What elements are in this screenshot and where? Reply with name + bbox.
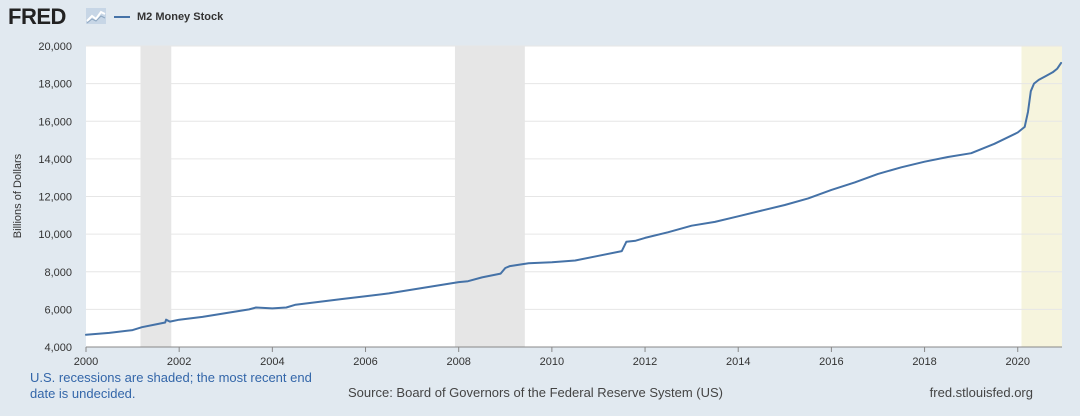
x-tick-label: 2004 <box>260 356 284 368</box>
x-tick-label: 2000 <box>74 356 98 368</box>
x-tick-label: 2016 <box>819 356 843 368</box>
y-tick-label: 6,000 <box>44 304 72 316</box>
line-chart[interactable]: 4,000 6,000 8,000 10,000 12,000 14,000 16,000 1… <box>0 0 1080 370</box>
y-axis-label: Billions of Dollars <box>12 153 24 238</box>
x-tick-label: 2010 <box>540 356 564 368</box>
x-tick-label: 2018 <box>912 356 936 368</box>
chart-header: FRED M2 Money Stock <box>0 0 1080 40</box>
y-tick-label: 14,000 <box>38 154 72 166</box>
series-line-m2-money-stock <box>85 61 1063 336</box>
y-tick-label: 4,000 <box>44 342 72 354</box>
fred-logo[interactable]: FRED <box>8 4 66 29</box>
fred-site-link[interactable]: fred.stlouisfed.org <box>929 385 1033 400</box>
chart-legend[interactable]: M2 Money Stock <box>114 11 223 23</box>
x-tick-label: 2020 <box>1006 356 1030 368</box>
fred-chart-logo-icon <box>86 8 106 24</box>
x-tick-label: 2006 <box>353 356 377 368</box>
plot-area: 4,000 6,000 8,000 10,000 12,000 14,000 16,000 1… <box>38 41 1063 368</box>
x-tick-label: 2012 <box>633 356 657 368</box>
source-credit: Source: Board of Governors of the Federa… <box>348 385 723 400</box>
x-tick-label: 2002 <box>167 356 191 368</box>
recession-note: U.S. recessions are shaded; the most rec… <box>30 370 312 401</box>
y-tick-label: 16,000 <box>38 116 72 128</box>
x-tick-label: 2008 <box>446 356 470 368</box>
y-tick-label: 8,000 <box>44 267 72 279</box>
x-tick-label: 2014 <box>726 356 750 368</box>
y-tick-label: 10,000 <box>38 229 72 241</box>
y-tick-label: 18,000 <box>38 79 72 91</box>
legend-series-label: M2 Money Stock <box>137 11 224 23</box>
y-tick-label: 12,000 <box>38 192 72 204</box>
legend-line-swatch <box>114 16 130 18</box>
y-tick-label: 20,000 <box>38 41 72 53</box>
